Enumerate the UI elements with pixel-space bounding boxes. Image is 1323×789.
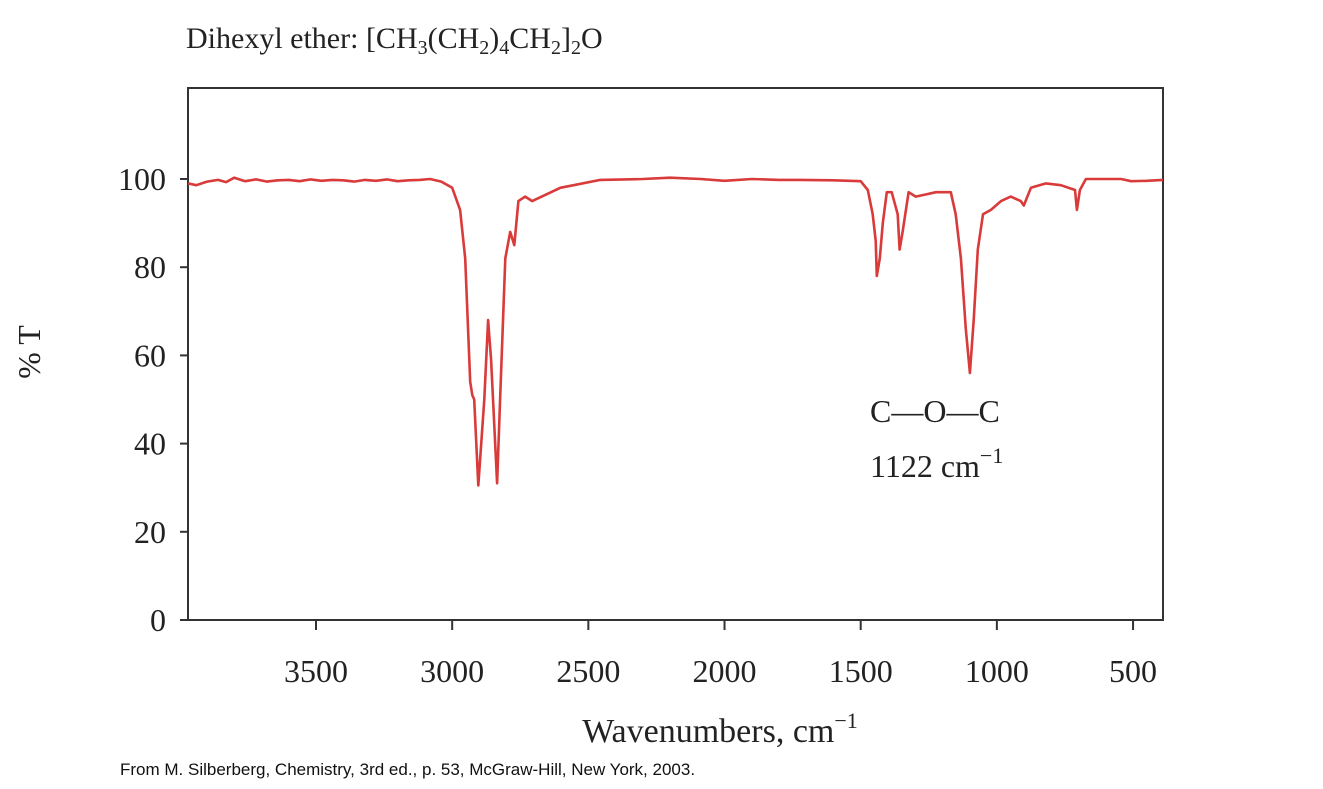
x-tick-label: 3500: [284, 653, 348, 689]
y-tick-label: 40: [134, 426, 166, 462]
x-tick-label: 2000: [693, 653, 757, 689]
title-subscript: 2: [550, 37, 561, 59]
y-axis-label: % T: [11, 325, 47, 379]
y-tick-label: 20: [134, 514, 166, 550]
x-tick-label: 1000: [965, 653, 1029, 689]
transmittance-line: [187, 176, 1164, 487]
x-tick-label: 500: [1109, 653, 1157, 689]
title-subscript: 2: [570, 37, 581, 59]
plot-frame: [187, 87, 1164, 621]
title-subscript: 3: [417, 37, 428, 59]
title-text: Dihexyl ether: [CH: [186, 22, 418, 55]
y-tick-label: 0: [150, 602, 166, 638]
title-text: CH: [509, 22, 551, 55]
title-text: (CH: [427, 22, 480, 55]
title-subscript: 4: [499, 37, 510, 59]
title-text: ): [489, 22, 500, 55]
title-text: O: [580, 22, 603, 55]
annotation-wavenumber: 1122 cm−1: [870, 443, 1003, 484]
x-tick-label: 1500: [829, 653, 893, 689]
chart-title: Dihexyl ether: [CH3(CH2)4CH2]2O: [186, 22, 603, 59]
y-tick-label: 80: [134, 249, 166, 285]
x-tick-label: 3000: [420, 653, 484, 689]
title-subscript: 2: [479, 37, 490, 59]
y-tick-label: 100: [118, 161, 166, 197]
x-axis-label: Wavenumbers, cm−1: [582, 708, 858, 750]
source-citation: From M. Silberberg, Chemistry, 3rd ed., …: [120, 760, 696, 779]
annotation-bond: C—O—C: [870, 393, 1000, 429]
title-text: ]: [560, 22, 571, 55]
y-tick-label: 60: [134, 337, 166, 373]
x-tick-label: 2500: [556, 653, 620, 689]
